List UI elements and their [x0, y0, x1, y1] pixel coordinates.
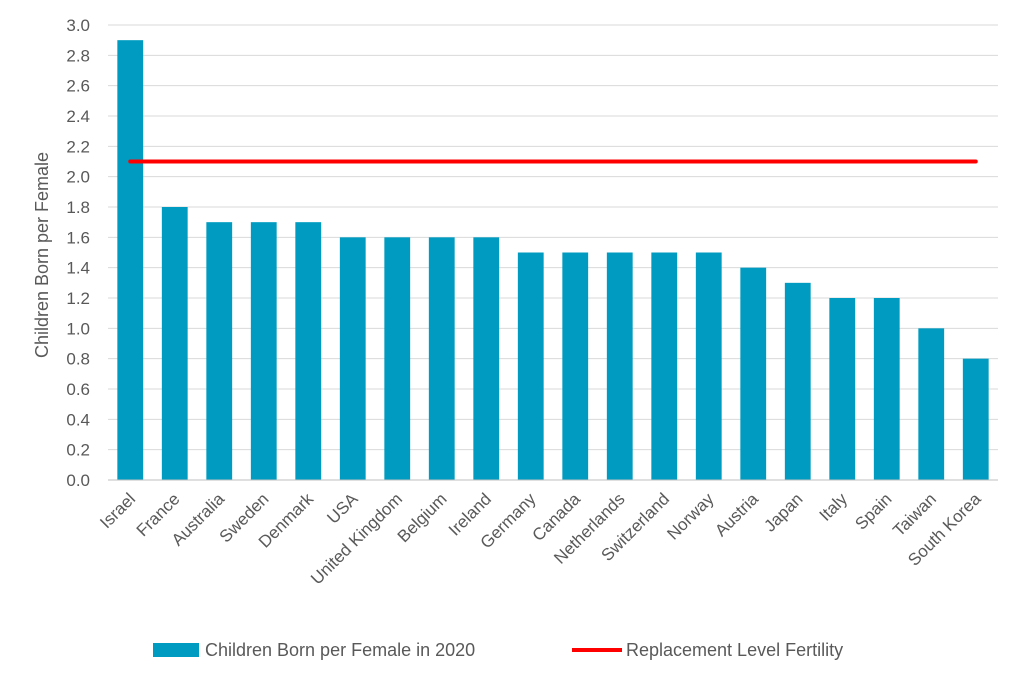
y-tick-label: 0.4	[66, 410, 90, 429]
bar-austria	[740, 267, 767, 480]
bar-canada	[562, 252, 589, 480]
bar-norway	[695, 252, 722, 480]
x-category-label: Italy	[816, 489, 852, 525]
y-tick-label: 1.6	[66, 228, 90, 247]
bar-netherlands	[606, 252, 633, 480]
bar-belgium	[428, 237, 455, 480]
gridlines	[108, 24, 998, 451]
x-category-label: Austria	[711, 489, 762, 540]
legend: Children Born per Female in 2020 Replace…	[153, 640, 843, 660]
bar-switzerland	[651, 252, 678, 480]
y-tick-label: 2.8	[66, 46, 90, 65]
bar-usa	[339, 237, 366, 480]
y-tick-label: 1.0	[66, 319, 90, 338]
legend-bar-swatch	[153, 643, 199, 657]
bar-australia	[206, 222, 233, 480]
y-tick-label: 0.6	[66, 380, 90, 399]
y-tick-label: 0.8	[66, 350, 90, 369]
y-tick-label: 1.4	[66, 259, 90, 278]
y-tick-label: 2.0	[66, 168, 90, 187]
bar-taiwan	[918, 328, 945, 480]
legend-line-label: Replacement Level Fertility	[626, 640, 843, 660]
bar-israel	[117, 40, 144, 481]
bar-germany	[517, 252, 544, 480]
bar-sweden	[250, 222, 277, 480]
y-axis-ticks: 0.0 0.2 0.4 0.6 0.8 1.0 1.2 1.4 1.6 1.8 2.0 2.2 2.4 2…	[66, 16, 90, 490]
x-category-label: Belgium	[394, 489, 451, 546]
y-tick-label: 1.8	[66, 198, 90, 217]
bar-spain	[873, 298, 900, 480]
y-tick-label: 0.0	[66, 471, 90, 490]
legend-bar-label: Children Born per Female in 2020	[205, 640, 475, 660]
bar-south-korea	[962, 358, 989, 480]
x-category-label: Norway	[663, 489, 718, 544]
bar-japan	[784, 282, 811, 480]
bar-italy	[829, 298, 856, 480]
y-tick-label: 0.2	[66, 441, 90, 460]
bar-ireland	[473, 237, 500, 480]
y-axis-title: Children Born per Female	[32, 152, 52, 358]
x-category-label: USA	[323, 489, 362, 528]
x-category-label: Japan	[760, 489, 806, 535]
y-tick-label: 1.2	[66, 289, 90, 308]
bar-series	[117, 40, 989, 481]
y-tick-label: 2.4	[66, 107, 90, 126]
y-tick-label: 2.2	[66, 137, 90, 156]
bar-denmark	[295, 222, 322, 480]
y-tick-label: 2.6	[66, 77, 90, 96]
bar-france	[161, 207, 188, 480]
bar-united-kingdom	[384, 237, 411, 480]
y-tick-label: 3.0	[66, 16, 90, 35]
